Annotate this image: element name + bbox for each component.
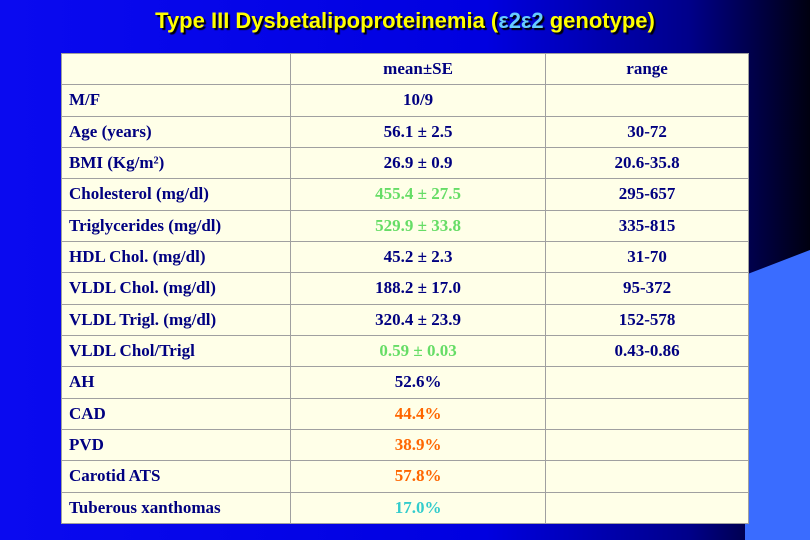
table-row: CAD 44.4% xyxy=(61,397,749,430)
label-cell: Age (years) xyxy=(61,115,291,148)
mean-cell: 38.9% xyxy=(289,428,547,462)
table-row: Triglycerides (mg/dl) 529.9 ± 33.8 335-815 xyxy=(61,209,749,242)
slide-title: Type III Dysbetalipoproteinemia (ε2ε2 ge… xyxy=(0,8,810,34)
label-cell: Triglycerides (mg/dl) xyxy=(61,209,291,242)
range-cell xyxy=(545,460,749,493)
mean-cell: 26.9 ± 0.9 xyxy=(289,146,547,180)
mean-cell: 17.0% xyxy=(289,491,547,525)
table-row: Cholesterol (mg/dl) 455.4 ± 27.5 295-657 xyxy=(61,178,749,211)
label-cell: VLDL Chol/Trigl xyxy=(61,334,291,368)
mean-cell: 56.1 ± 2.5 xyxy=(289,115,547,148)
label-cell: Carotid ATS xyxy=(61,460,291,493)
range-cell xyxy=(545,491,749,525)
range-cell: 30-72 xyxy=(545,115,749,148)
mean-cell: 188.2 ± 17.0 xyxy=(289,272,547,305)
title-text: Type III Dysbetalipoproteinemia ( xyxy=(155,8,499,33)
range-cell: 31-70 xyxy=(545,240,749,274)
mean-cell: 529.9 ± 33.8 xyxy=(289,209,547,242)
range-cell xyxy=(545,397,749,430)
data-table: mean±SE range M/F 10/9 Age (years) 56.1 ± 2.5… xyxy=(61,52,749,525)
range-cell: 0.43-0.86 xyxy=(545,334,749,368)
label-cell: VLDL Chol. (mg/dl) xyxy=(61,272,291,305)
title-text: genotype) xyxy=(543,8,655,33)
label-cell: CAD xyxy=(61,397,291,430)
table-row: AH 52.6% xyxy=(61,366,749,399)
label-cell: Tuberous xanthomas xyxy=(61,491,291,525)
mean-cell: 0.59 ± 0.03 xyxy=(289,334,547,368)
table-row: M/F 10/9 xyxy=(61,84,749,117)
table-row: PVD 38.9% xyxy=(61,428,749,462)
label-cell: AH xyxy=(61,366,291,399)
range-cell: 152-578 xyxy=(545,303,749,336)
label-cell: BMI (Kg/m²) xyxy=(61,146,291,180)
mean-cell: 10/9 xyxy=(289,84,547,117)
table-row: VLDL Trigl. (mg/dl) 320.4 ± 23.9 152-578 xyxy=(61,303,749,336)
range-cell xyxy=(545,84,749,117)
mean-cell: 44.4% xyxy=(289,397,547,430)
label-cell: VLDL Trigl. (mg/dl) xyxy=(61,303,291,336)
header-cell xyxy=(61,52,291,86)
table-row: Carotid ATS 57.8% xyxy=(61,460,749,493)
label-cell: HDL Chol. (mg/dl) xyxy=(61,240,291,274)
header-cell: mean±SE xyxy=(289,52,547,86)
range-cell: 95-372 xyxy=(545,272,749,305)
accent-shape xyxy=(745,250,810,540)
label-cell: M/F xyxy=(61,84,291,117)
mean-cell: 45.2 ± 2.3 xyxy=(289,240,547,274)
range-cell xyxy=(545,428,749,462)
table-row: BMI (Kg/m²) 26.9 ± 0.9 20.6-35.8 xyxy=(61,146,749,180)
title-genotype: ε2ε2 xyxy=(498,8,544,33)
table-row: Tuberous xanthomas 17.0% xyxy=(61,491,749,525)
table-row: VLDL Chol. (mg/dl) 188.2 ± 17.0 95-372 xyxy=(61,272,749,305)
header-cell: range xyxy=(545,52,749,86)
table-row: Age (years) 56.1 ± 2.5 30-72 xyxy=(61,115,749,148)
range-cell: 295-657 xyxy=(545,178,749,211)
label-cell: PVD xyxy=(61,428,291,462)
mean-cell: 52.6% xyxy=(289,366,547,399)
mean-cell: 320.4 ± 23.9 xyxy=(289,303,547,336)
mean-cell: 57.8% xyxy=(289,460,547,493)
range-cell: 20.6-35.8 xyxy=(545,146,749,180)
range-cell: 335-815 xyxy=(545,209,749,242)
header-row: mean±SE range xyxy=(61,52,749,86)
table-row: HDL Chol. (mg/dl) 45.2 ± 2.3 31-70 xyxy=(61,240,749,274)
range-cell xyxy=(545,366,749,399)
label-cell: Cholesterol (mg/dl) xyxy=(61,178,291,211)
table-row: VLDL Chol/Trigl 0.59 ± 0.03 0.43-0.86 xyxy=(61,334,749,368)
mean-cell: 455.4 ± 27.5 xyxy=(289,178,547,211)
